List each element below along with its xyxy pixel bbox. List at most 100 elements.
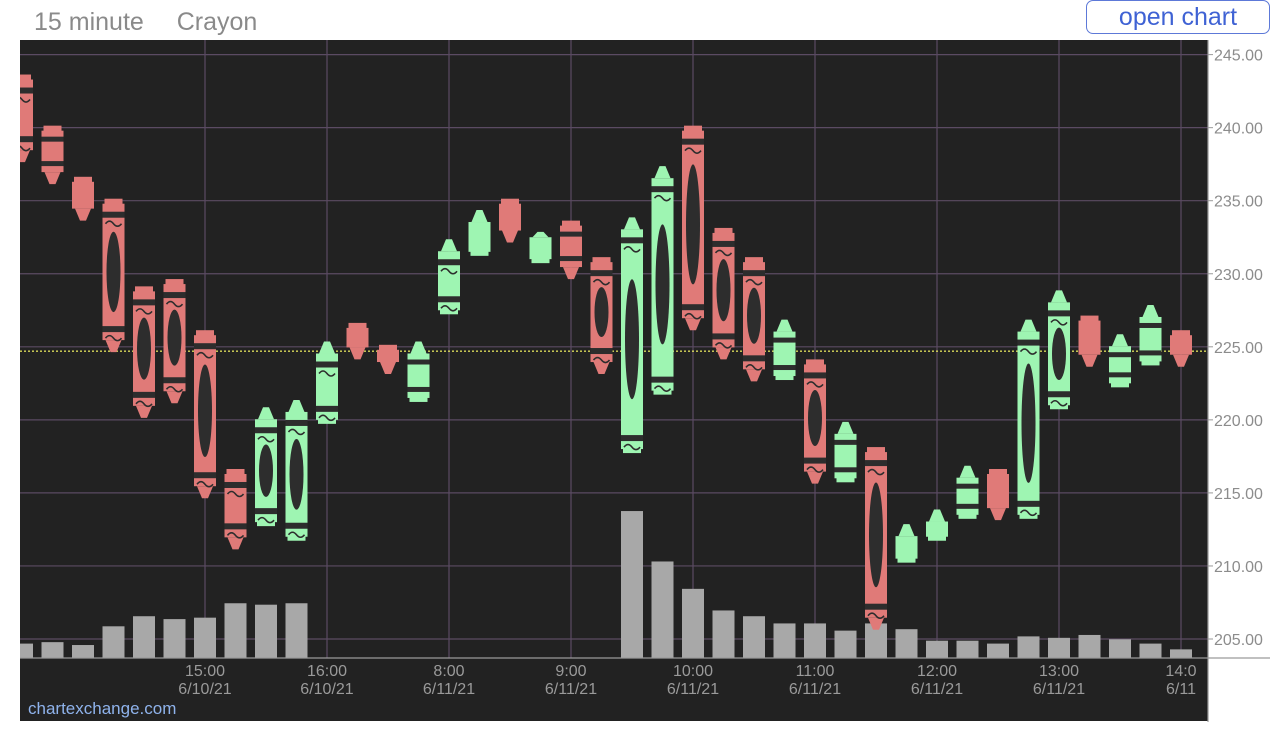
crayon-body bbox=[224, 473, 247, 538]
crayon-tip bbox=[746, 369, 762, 382]
crayon-squiggle bbox=[440, 304, 458, 312]
crayon-candle bbox=[438, 239, 460, 315]
crayon-squiggle bbox=[1050, 399, 1068, 407]
crayon-cap bbox=[20, 74, 31, 81]
crayon-squiggle bbox=[440, 267, 458, 275]
crayon-candle bbox=[743, 257, 765, 382]
time-tick: 11:006/11/21 bbox=[789, 663, 841, 698]
crayon-band bbox=[224, 481, 247, 488]
crayon-tip bbox=[1081, 354, 1098, 367]
crayon-band bbox=[285, 522, 308, 529]
price-tick-label: 210.00 bbox=[1214, 559, 1263, 576]
crayon-candle bbox=[865, 447, 887, 630]
crayon-tip bbox=[380, 362, 396, 375]
crayon-body bbox=[987, 473, 1009, 509]
crayon-cap bbox=[440, 308, 458, 315]
crayon-candle bbox=[1139, 304, 1162, 366]
crayon-tip bbox=[410, 341, 427, 354]
crayon-tip bbox=[349, 347, 366, 360]
time-tick-label: 10:00 bbox=[673, 663, 713, 680]
crayon-squiggle bbox=[592, 278, 611, 286]
volume-bar bbox=[987, 643, 1009, 658]
crayon-squiggle bbox=[20, 96, 31, 103]
crayon-tip bbox=[136, 405, 152, 418]
crayon-candle bbox=[377, 344, 399, 375]
volume-bar bbox=[682, 588, 704, 658]
crayon-band bbox=[1109, 352, 1131, 358]
crayon-tip bbox=[1112, 334, 1128, 347]
crayon-candle bbox=[529, 231, 552, 264]
crayon-band bbox=[41, 136, 64, 142]
time-tick-label: 12:00 bbox=[917, 663, 957, 680]
time-tick-label: 15:00 bbox=[185, 663, 225, 680]
crayon-band bbox=[1109, 372, 1131, 378]
time-tick: 13:006/11/21 bbox=[1033, 663, 1085, 698]
crayon-candle bbox=[926, 509, 948, 541]
crayon-cap bbox=[501, 198, 519, 205]
crayon-band bbox=[102, 211, 125, 218]
crayon-band bbox=[804, 457, 826, 464]
crayon-tip bbox=[929, 509, 945, 522]
volume-bar bbox=[804, 623, 826, 658]
crayon-squiggle bbox=[165, 385, 184, 393]
volume-bar bbox=[773, 623, 796, 658]
crayon-squiggle bbox=[257, 435, 275, 443]
crayon-squiggle bbox=[623, 443, 641, 451]
date-tick-label: 6/11/21 bbox=[545, 681, 597, 698]
volume-bars bbox=[20, 511, 1192, 658]
crayon-tip bbox=[20, 150, 30, 163]
crayon-body bbox=[1109, 346, 1131, 384]
crayon-squiggle bbox=[196, 351, 214, 359]
chart-header: 15 minute Crayon bbox=[34, 8, 283, 37]
open-chart-button[interactable]: open chart bbox=[1086, 0, 1270, 34]
crayon-tip bbox=[898, 524, 915, 537]
crayon-band bbox=[621, 237, 643, 244]
volume-bar bbox=[133, 616, 155, 658]
crayon-candle bbox=[773, 319, 796, 381]
volume-bar bbox=[651, 561, 674, 658]
crayon-body bbox=[773, 331, 796, 377]
crayon-cap bbox=[409, 395, 428, 402]
crayon-tip bbox=[532, 231, 549, 238]
crayon-tip bbox=[563, 267, 579, 280]
crayon-band bbox=[255, 427, 277, 434]
crayon-squiggle bbox=[318, 414, 336, 422]
crayon-band bbox=[1017, 339, 1040, 346]
crayon-cap bbox=[775, 374, 794, 381]
crayon-cap bbox=[257, 520, 275, 527]
crayon-band bbox=[133, 299, 155, 306]
crayon-label-oval bbox=[625, 279, 639, 400]
crayon-tip bbox=[258, 407, 274, 420]
time-tick: 15:006/10/21 bbox=[178, 663, 231, 698]
crayon-body bbox=[1078, 320, 1101, 355]
crayon-candle bbox=[590, 257, 613, 375]
volume-bar bbox=[224, 603, 247, 658]
volume-bar bbox=[20, 643, 33, 658]
crayon-cap bbox=[623, 447, 641, 454]
crayon-tip bbox=[166, 391, 183, 404]
crayon-squiggle bbox=[287, 428, 306, 436]
crayon-body bbox=[895, 536, 918, 559]
crayon-tip bbox=[654, 166, 671, 179]
crayon-candle bbox=[255, 407, 277, 527]
crayon-body bbox=[377, 349, 399, 363]
crayon-band bbox=[316, 405, 338, 412]
time-tick-label: 8:00 bbox=[433, 663, 464, 680]
crayon-cap bbox=[592, 257, 611, 264]
crayon-squiggle bbox=[592, 356, 611, 364]
date-tick-label: 6/10/21 bbox=[300, 681, 353, 698]
crayon-band bbox=[560, 231, 582, 237]
crayon-cap bbox=[348, 322, 367, 329]
crayon-band bbox=[590, 270, 613, 277]
crayon-band bbox=[407, 386, 430, 392]
crayon-squiggle bbox=[287, 531, 306, 539]
volume-bar bbox=[834, 630, 857, 658]
crayon-tip bbox=[868, 617, 884, 630]
crayon-body bbox=[407, 353, 430, 398]
crayon-band bbox=[285, 419, 308, 426]
crayon-band bbox=[712, 333, 735, 340]
crayon-squiggle bbox=[196, 480, 214, 488]
crayon-tip bbox=[502, 230, 518, 243]
crayon-body bbox=[1139, 316, 1162, 362]
crayon-band bbox=[743, 270, 765, 277]
